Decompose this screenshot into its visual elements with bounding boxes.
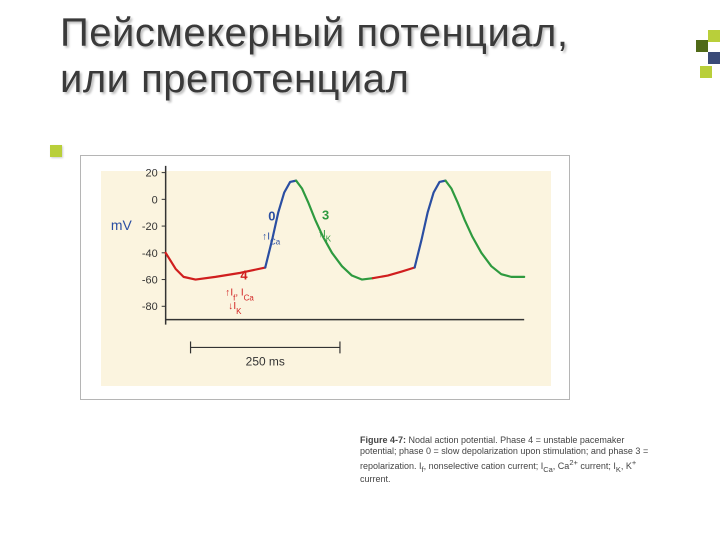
caption-bold: Figure 4-7: [360,435,406,445]
figure-caption: Figure 4-7: Nodal action potential. Phas… [360,435,650,485]
caption-sup1: 2+ [569,458,578,467]
caption-text-6: current. [360,474,391,484]
chart-svg: 20 0 -20 -40 -60 -80 mV 0 ↑ICa 3 ↑IK 4 ↑If, ICa↓IK 25… [81,156,569,399]
svg-text:↑ICa: ↑ICa [262,231,280,245]
corner-decoration [690,30,720,120]
svg-text:20: 20 [146,168,158,180]
svg-text:3: 3 [322,207,329,222]
svg-text:-80: -80 [142,301,158,313]
caption-text-5: , K [621,461,632,471]
svg-text:↓IK: ↓IK [228,301,242,315]
svg-text:250 ms: 250 ms [246,354,285,368]
svg-text:4: 4 [240,268,248,283]
slide-title-text: Пейсмекерный потенциал,или препотенциал [60,11,569,101]
caption-sup2: + [632,458,636,467]
svg-text:↑If, ICa: ↑If, ICa [225,288,254,302]
bullet-icon [50,145,62,157]
caption-text-4: current; I [578,461,616,471]
caption-text-3: , Ca [553,461,570,471]
caption-text-2: , nonselective cation current; I [424,461,544,471]
svg-text:0: 0 [268,209,275,224]
svg-text:0: 0 [152,194,158,206]
svg-text:-20: -20 [142,221,158,233]
slide-title: Пейсмекерный потенциал,или препотенциал [60,10,569,102]
svg-text:-40: -40 [142,248,158,260]
svg-text:mV: mV [111,217,133,233]
svg-text:-60: -60 [142,275,158,287]
svg-text:↑IK: ↑IK [318,229,332,243]
chart-panel: 20 0 -20 -40 -60 -80 mV 0 ↑ICa 3 ↑IK 4 ↑If, ICa↓IK 25… [80,155,570,400]
caption-sub2: Ca [543,464,553,473]
